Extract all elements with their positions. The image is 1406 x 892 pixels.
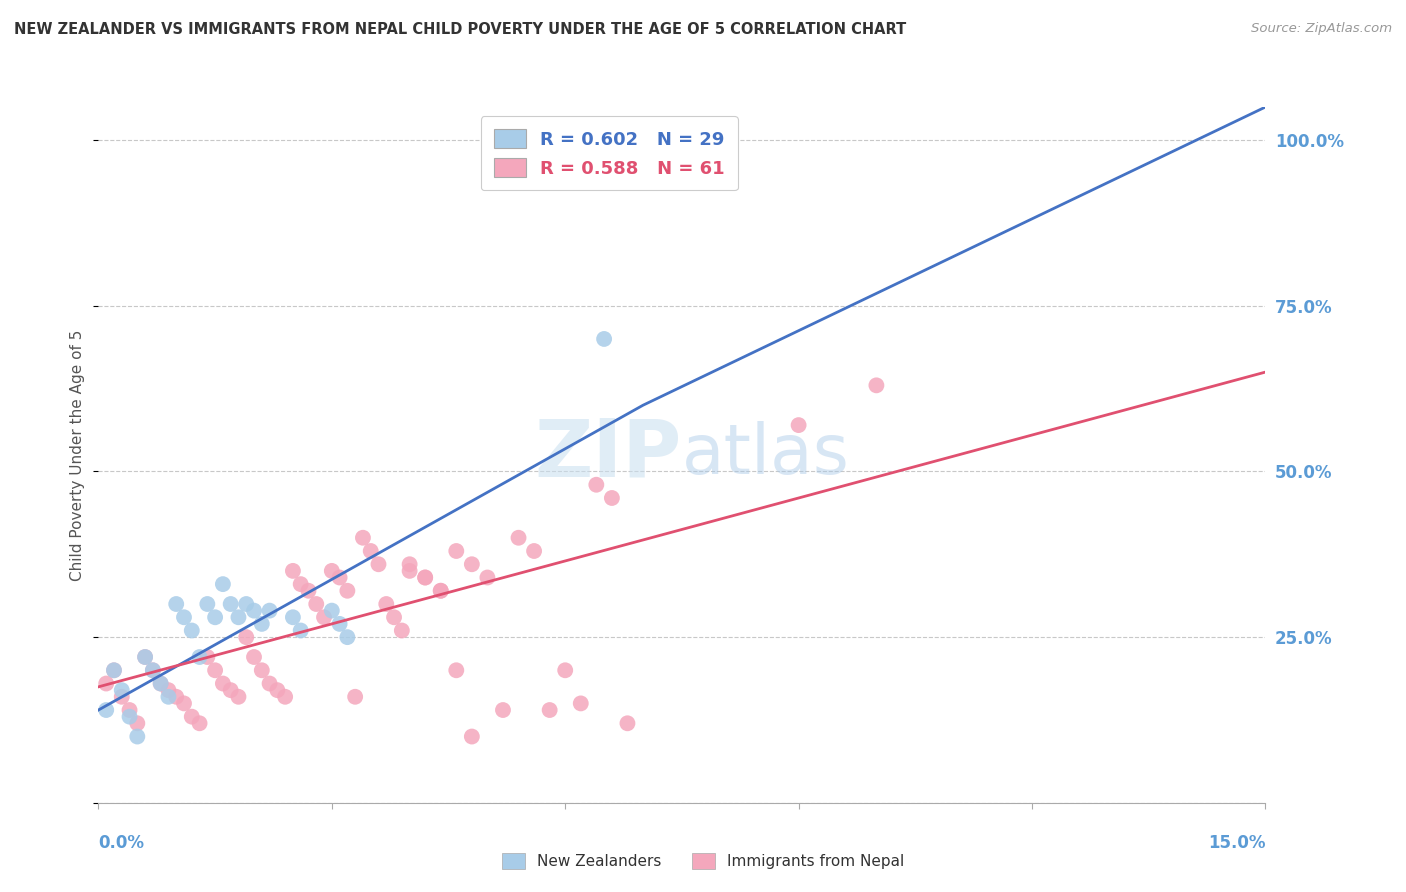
Text: Source: ZipAtlas.com: Source: ZipAtlas.com xyxy=(1251,22,1392,36)
Point xyxy=(180,709,202,723)
Point xyxy=(429,583,451,598)
Point xyxy=(127,716,149,731)
Point xyxy=(173,610,195,624)
Point xyxy=(477,570,499,584)
Point xyxy=(336,630,359,644)
Point xyxy=(360,544,382,558)
Point xyxy=(259,604,281,618)
Point xyxy=(585,477,607,491)
Point xyxy=(157,690,180,704)
Point xyxy=(865,378,887,392)
Point xyxy=(180,624,202,638)
Point xyxy=(329,616,352,631)
Point xyxy=(382,610,405,624)
Legend: R = 0.602   N = 29, R = 0.588   N = 61: R = 0.602 N = 29, R = 0.588 N = 61 xyxy=(481,116,738,190)
Point xyxy=(312,610,335,624)
Point xyxy=(281,564,304,578)
Point xyxy=(134,650,156,665)
Point xyxy=(157,683,180,698)
Point xyxy=(616,716,638,731)
Point xyxy=(103,663,125,677)
Point xyxy=(446,663,468,677)
Point xyxy=(274,690,297,704)
Text: atlas: atlas xyxy=(682,421,849,489)
Point xyxy=(429,583,451,598)
Point xyxy=(173,697,195,711)
Point xyxy=(250,663,273,677)
Point xyxy=(297,583,319,598)
Text: ZIP: ZIP xyxy=(534,416,682,494)
Point xyxy=(188,650,211,665)
Point xyxy=(538,703,561,717)
Point xyxy=(446,544,468,558)
Point xyxy=(413,570,436,584)
Point xyxy=(593,332,616,346)
Point xyxy=(344,690,367,704)
Point xyxy=(352,531,374,545)
Point xyxy=(243,604,266,618)
Point xyxy=(250,616,273,631)
Point xyxy=(554,140,576,154)
Point xyxy=(508,531,530,545)
Point xyxy=(569,697,592,711)
Point xyxy=(336,583,359,598)
Point xyxy=(96,703,118,717)
Point xyxy=(204,663,226,677)
Point xyxy=(259,676,281,690)
Point xyxy=(149,676,172,690)
Point xyxy=(243,650,266,665)
Point xyxy=(111,683,134,698)
Point xyxy=(212,676,235,690)
Point xyxy=(461,558,484,572)
Point xyxy=(165,597,187,611)
Text: 0.0%: 0.0% xyxy=(98,834,145,852)
Point xyxy=(321,564,343,578)
Point xyxy=(281,610,304,624)
Point xyxy=(103,663,125,677)
Point xyxy=(219,683,242,698)
Point xyxy=(149,676,172,690)
Point xyxy=(413,570,436,584)
Y-axis label: Child Poverty Under the Age of 5: Child Poverty Under the Age of 5 xyxy=(70,329,86,581)
Point xyxy=(228,690,250,704)
Point xyxy=(492,703,515,717)
Point xyxy=(290,577,312,591)
Point xyxy=(118,709,141,723)
Point xyxy=(111,690,134,704)
Point xyxy=(398,564,420,578)
Point xyxy=(127,730,149,744)
Point xyxy=(228,610,250,624)
Point xyxy=(142,663,165,677)
Point xyxy=(195,650,218,665)
Point xyxy=(142,663,165,677)
Point xyxy=(219,597,242,611)
Point xyxy=(787,418,810,433)
Point xyxy=(523,544,546,558)
Text: NEW ZEALANDER VS IMMIGRANTS FROM NEPAL CHILD POVERTY UNDER THE AGE OF 5 CORRELAT: NEW ZEALANDER VS IMMIGRANTS FROM NEPAL C… xyxy=(14,22,907,37)
Point xyxy=(367,558,389,572)
Point xyxy=(195,597,218,611)
Point xyxy=(212,577,235,591)
Text: 15.0%: 15.0% xyxy=(1208,834,1265,852)
Legend: New Zealanders, Immigrants from Nepal: New Zealanders, Immigrants from Nepal xyxy=(496,847,910,875)
Point xyxy=(461,730,484,744)
Point xyxy=(321,604,343,618)
Point xyxy=(165,690,187,704)
Point xyxy=(600,491,623,505)
Point xyxy=(375,597,398,611)
Point xyxy=(391,624,413,638)
Point xyxy=(204,610,226,624)
Point xyxy=(290,624,312,638)
Point xyxy=(134,650,156,665)
Point xyxy=(554,663,576,677)
Point xyxy=(305,597,328,611)
Point xyxy=(235,630,257,644)
Point xyxy=(235,597,257,611)
Point xyxy=(188,716,211,731)
Point xyxy=(266,683,288,698)
Point xyxy=(118,703,141,717)
Point xyxy=(96,676,118,690)
Point xyxy=(329,570,352,584)
Point xyxy=(398,558,420,572)
